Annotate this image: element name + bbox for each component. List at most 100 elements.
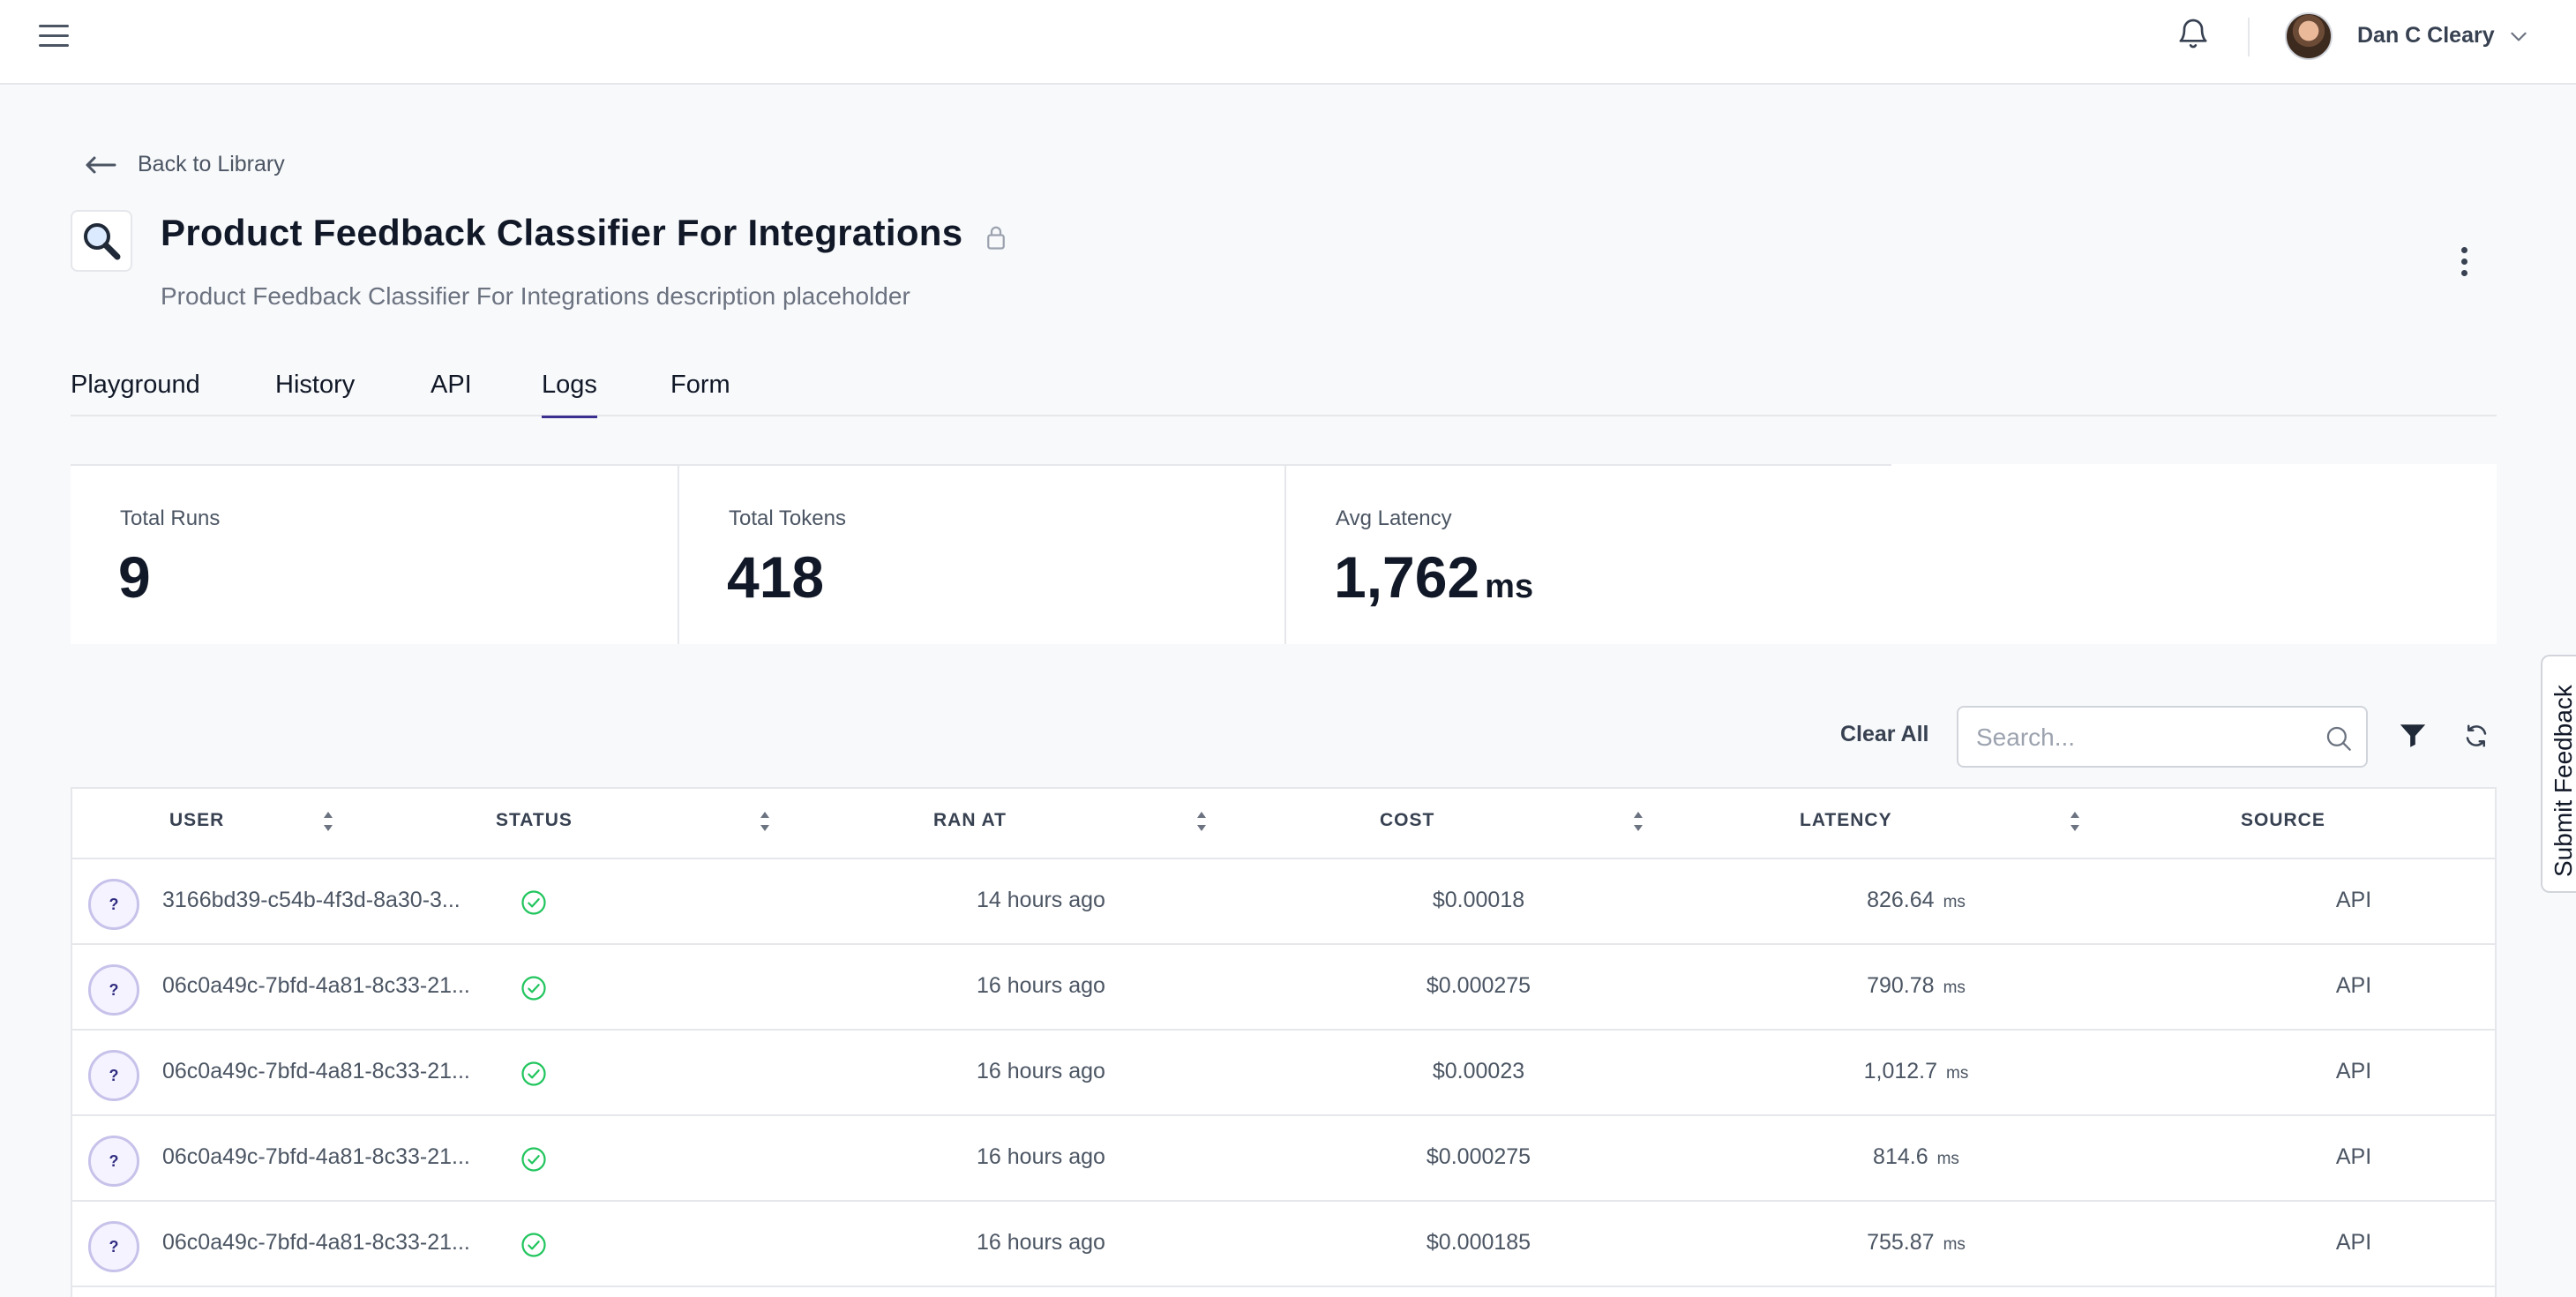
refresh-icon[interactable] bbox=[2463, 722, 2490, 750]
logs-table: USER STATUS RAN AT COST LATENCY SOURCE ?… bbox=[71, 787, 2497, 1297]
stat-value-number: 1,762 bbox=[1334, 544, 1480, 610]
latency-value: 826.64 bbox=[1867, 888, 1935, 912]
cell-cost: $0.000275 bbox=[1426, 1144, 1531, 1169]
latency-unit: ms bbox=[1936, 1150, 1959, 1168]
tab-logs[interactable]: Logs bbox=[542, 371, 597, 418]
stat-avg-latency: Avg Latency 1,762 ms bbox=[1286, 464, 1904, 644]
stat-value: 1,762 ms bbox=[1334, 544, 1533, 611]
tab-bar: Playground History API Logs Form bbox=[71, 371, 2497, 418]
cell-ran-at: 16 hours ago bbox=[977, 1230, 1105, 1255]
latency-unit: ms bbox=[1943, 893, 1966, 911]
lock-icon bbox=[987, 226, 1005, 250]
tab-playground[interactable]: Playground bbox=[71, 371, 200, 399]
table-row[interactable]: ? 3166bd39-c54b-4f3d-8a30-3... 14 hours … bbox=[72, 859, 2495, 945]
top-bar: Dan C Cleary bbox=[0, 0, 2576, 85]
user-name[interactable]: Dan C Cleary bbox=[2357, 23, 2495, 48]
search-input[interactable] bbox=[1976, 720, 2311, 755]
cell-cost: $0.000275 bbox=[1426, 973, 1531, 998]
check-circle-icon bbox=[521, 976, 546, 1001]
latency-unit: ms bbox=[1943, 978, 1966, 997]
column-header-user[interactable]: USER bbox=[169, 810, 225, 830]
stat-divider bbox=[678, 464, 679, 644]
stat-value: 9 bbox=[118, 544, 151, 610]
user-avatar-placeholder: ? bbox=[88, 1221, 139, 1272]
stat-value: 418 bbox=[727, 544, 825, 610]
cell-user: 3166bd39-c54b-4f3d-8a30-3... bbox=[162, 888, 461, 912]
prompt-icon bbox=[71, 210, 132, 272]
cell-source: API bbox=[2335, 1059, 2372, 1083]
latency-value: 790.78 bbox=[1867, 973, 1935, 998]
menu-icon[interactable] bbox=[39, 25, 69, 49]
clear-all-button[interactable]: Clear All bbox=[1840, 722, 1929, 746]
cell-source: API bbox=[2335, 1230, 2372, 1255]
latency-unit: ms bbox=[1943, 1235, 1966, 1254]
stat-value-unit: ms bbox=[1485, 568, 1534, 605]
column-header-source[interactable]: SOURCE bbox=[2241, 810, 2325, 830]
sort-icon[interactable] bbox=[759, 808, 771, 835]
user-avatar-placeholder: ? bbox=[88, 879, 139, 930]
cell-source: API bbox=[2335, 888, 2372, 912]
stat-total-tokens: Total Tokens 418 bbox=[679, 464, 1286, 644]
user-avatar-placeholder: ? bbox=[88, 1136, 139, 1187]
filter-icon[interactable] bbox=[2398, 720, 2428, 752]
check-circle-icon bbox=[521, 1147, 546, 1172]
submit-feedback-button[interactable]: Submit Feedback bbox=[2541, 655, 2576, 893]
column-header-latency[interactable]: LATENCY bbox=[1800, 810, 1892, 830]
table-row[interactable]: ? 06c0a49c-7bfd-4a81-8c33-21... 16 hours… bbox=[72, 1031, 2495, 1116]
tab-form[interactable]: Form bbox=[670, 371, 730, 399]
submit-feedback-label: Submit Feedback bbox=[2550, 685, 2576, 877]
table-header: USER STATUS RAN AT COST LATENCY SOURCE bbox=[72, 789, 2495, 859]
top-divider bbox=[2248, 18, 2250, 56]
search-box[interactable] bbox=[1957, 706, 2368, 768]
bell-icon[interactable] bbox=[2175, 14, 2211, 53]
check-circle-icon bbox=[521, 1061, 546, 1086]
cell-user: 06c0a49c-7bfd-4a81-8c33-21... bbox=[162, 1059, 470, 1083]
cell-latency: 1,012.7 ms bbox=[1715, 1059, 2117, 1084]
column-header-status[interactable]: STATUS bbox=[496, 810, 573, 830]
sort-icon[interactable] bbox=[1195, 808, 1208, 835]
cell-user: 06c0a49c-7bfd-4a81-8c33-21... bbox=[162, 1230, 470, 1255]
page-title: Product Feedback Classifier For Integrat… bbox=[161, 212, 963, 253]
cell-source: API bbox=[2335, 1144, 2372, 1169]
table-row[interactable]: ? 06c0a49c-7bfd-4a81-8c33-21... 16 hours… bbox=[72, 1202, 2495, 1287]
cell-latency: 755.87 ms bbox=[1715, 1230, 2117, 1256]
stat-label: Avg Latency bbox=[1336, 506, 1452, 530]
cell-cost: $0.000185 bbox=[1426, 1230, 1531, 1255]
column-header-ran-at[interactable]: RAN AT bbox=[933, 810, 1007, 830]
cell-latency: 790.78 ms bbox=[1715, 973, 2117, 999]
stat-divider bbox=[1284, 464, 1286, 644]
magnifier-icon bbox=[84, 223, 121, 260]
tab-api[interactable]: API bbox=[431, 371, 472, 399]
latency-value: 755.87 bbox=[1867, 1230, 1935, 1255]
check-circle-icon bbox=[521, 1233, 546, 1257]
sort-icon[interactable] bbox=[1632, 808, 1644, 835]
sort-icon[interactable] bbox=[2069, 808, 2081, 835]
table-row[interactable]: ? 06c0a49c-7bfd-4a81-8c33-21... 16 hours… bbox=[72, 945, 2495, 1031]
stat-label: Total Runs bbox=[120, 506, 221, 530]
stats-top-border bbox=[71, 464, 1891, 466]
cell-ran-at: 14 hours ago bbox=[977, 888, 1105, 912]
table-row[interactable]: ? 06c0a49c-7bfd-4a81-8c33-21... 16 hours… bbox=[72, 1116, 2495, 1202]
chevron-down-icon[interactable] bbox=[2507, 25, 2530, 48]
arrow-left-icon bbox=[86, 156, 116, 173]
stats-panel: Total Runs 9 Total Tokens 418 Avg Latenc… bbox=[71, 464, 2497, 644]
user-avatar[interactable] bbox=[2285, 12, 2333, 60]
cell-user: 06c0a49c-7bfd-4a81-8c33-21... bbox=[162, 973, 470, 998]
more-vertical-icon[interactable] bbox=[2451, 247, 2477, 282]
page-description: Product Feedback Classifier For Integrat… bbox=[161, 282, 910, 310]
stat-total-runs: Total Runs 9 bbox=[71, 464, 678, 644]
search-icon[interactable] bbox=[2324, 723, 2354, 753]
cell-ran-at: 16 hours ago bbox=[977, 973, 1105, 998]
column-header-cost[interactable]: COST bbox=[1380, 810, 1435, 830]
cell-cost: $0.00023 bbox=[1432, 1059, 1525, 1083]
latency-unit: ms bbox=[1946, 1064, 1969, 1083]
cell-ran-at: 16 hours ago bbox=[977, 1144, 1105, 1169]
cell-ran-at: 16 hours ago bbox=[977, 1059, 1105, 1083]
cell-latency: 826.64 ms bbox=[1715, 888, 2117, 913]
tab-history[interactable]: History bbox=[275, 371, 356, 399]
cell-latency: 814.6 ms bbox=[1715, 1144, 2117, 1170]
back-label: Back to Library bbox=[138, 152, 285, 176]
cell-source: API bbox=[2335, 973, 2372, 998]
sort-icon[interactable] bbox=[322, 808, 334, 835]
back-to-library-link[interactable]: Back to Library bbox=[85, 152, 285, 177]
